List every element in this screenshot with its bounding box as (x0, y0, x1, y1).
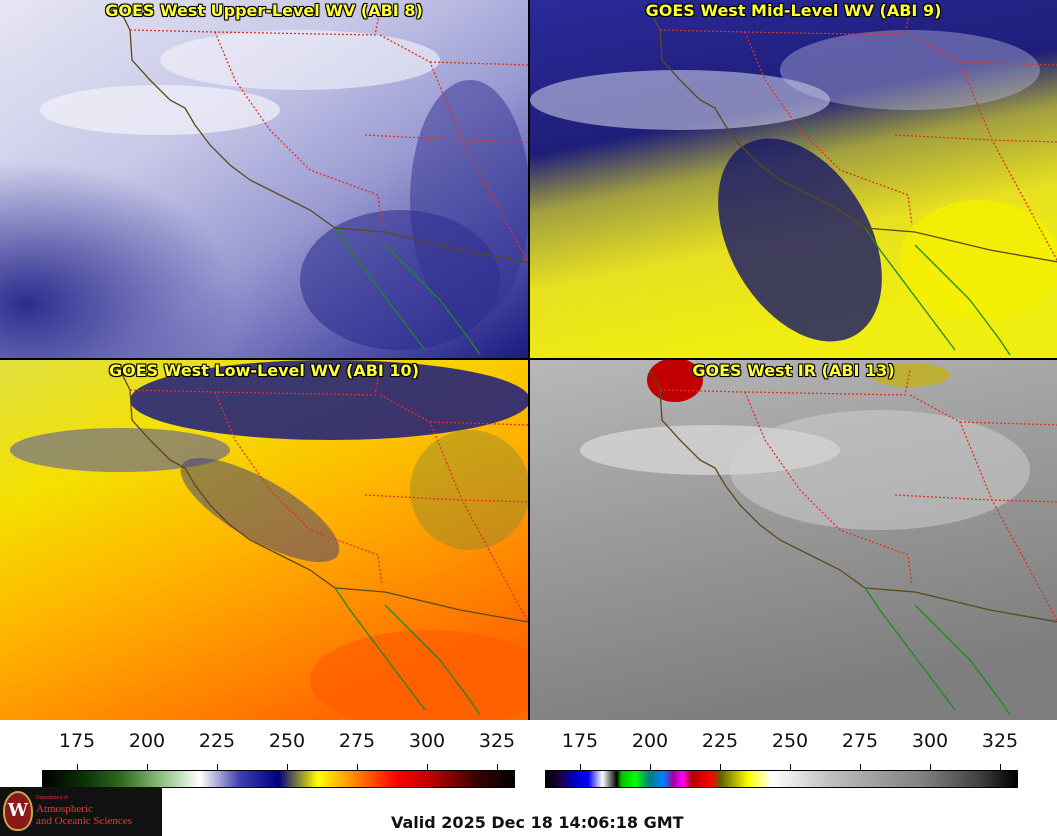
tick-mark (720, 764, 721, 770)
panel-divider-horizontal (0, 358, 1057, 360)
map-boundary-line (129, 9, 529, 263)
panel-title: GOES West Low-Level WV (ABI 10) (108, 361, 419, 380)
map-boundary-line (334, 587, 481, 716)
tick-mark (217, 764, 218, 770)
tick-label: 200 (128, 730, 166, 752)
tick-mark (287, 764, 288, 770)
ir-colorbar-gradient (545, 770, 1018, 788)
tick-label: 325 (981, 730, 1019, 752)
map-boundary-line (649, 369, 866, 589)
panel-upper-wv: GOES West Upper-Level WV (ABI 8) (0, 0, 528, 358)
tick-label: 175 (561, 730, 599, 752)
logo-dept: Department of (36, 795, 68, 801)
tick-mark (650, 764, 651, 770)
map-boundary-line (119, 9, 336, 229)
map-boundary-line (119, 369, 336, 589)
wv-colorbar: 175 200 225 250 275 300 325 (40, 730, 515, 790)
uw-seal: W (3, 791, 33, 831)
map-overlay (119, 9, 1057, 716)
map-boundary-line (864, 227, 1057, 263)
aos-logo: W Department of Atmospheric and Oceanic … (0, 787, 162, 836)
tick-mark (357, 764, 358, 770)
tick-label: 200 (631, 730, 669, 752)
panel-title: GOES West IR (ABI 13) (692, 361, 895, 380)
tick-mark (860, 764, 861, 770)
tick-mark (1000, 764, 1001, 770)
tick-mark (790, 764, 791, 770)
panel-divider-vertical (528, 0, 530, 720)
tick-mark (497, 764, 498, 770)
wv-colorbar-gradient (42, 770, 515, 788)
valid-time: Valid 2025 Dec 18 14:06:18 GMT (391, 813, 684, 832)
panel-title: GOES West Mid-Level WV (ABI 9) (645, 1, 942, 20)
tick-mark (77, 764, 78, 770)
panel-mid-wv: GOES West Mid-Level WV (ABI 9) (530, 0, 1057, 358)
map-boundary-line (649, 9, 866, 229)
panel-title: GOES West Upper-Level WV (ABI 8) (105, 1, 423, 20)
map-boundary-line (864, 227, 1011, 356)
mid-wv-image (530, 0, 1057, 358)
tick-mark (427, 764, 428, 770)
tick-label: 300 (408, 730, 446, 752)
map-boundary-line (864, 587, 1011, 716)
tick-label: 300 (911, 730, 949, 752)
logo-line1: Atmospheric (36, 803, 93, 815)
map-boundary-line (129, 369, 529, 623)
tick-mark (930, 764, 931, 770)
tick-label: 275 (841, 730, 879, 752)
ir-colorbar: 175 200 225 250 275 300 325 (543, 730, 1018, 790)
tick-mark (147, 764, 148, 770)
tick-label: 275 (338, 730, 376, 752)
map-boundary-line (334, 227, 529, 263)
tick-label: 225 (701, 730, 739, 752)
tick-label: 175 (58, 730, 96, 752)
map-boundary-line (864, 587, 1057, 623)
logo-line2: and Oceanic Sciences (36, 815, 132, 827)
map-boundary-line (334, 587, 529, 623)
map-boundary-line (659, 9, 1057, 262)
tick-label: 225 (198, 730, 236, 752)
tick-label: 250 (771, 730, 809, 752)
map-boundary-line (659, 369, 1057, 622)
upper-wv-image (0, 0, 528, 358)
tick-label: 325 (478, 730, 516, 752)
map-boundary-line (334, 227, 481, 356)
tick-label: 250 (268, 730, 306, 752)
tick-mark (580, 764, 581, 770)
